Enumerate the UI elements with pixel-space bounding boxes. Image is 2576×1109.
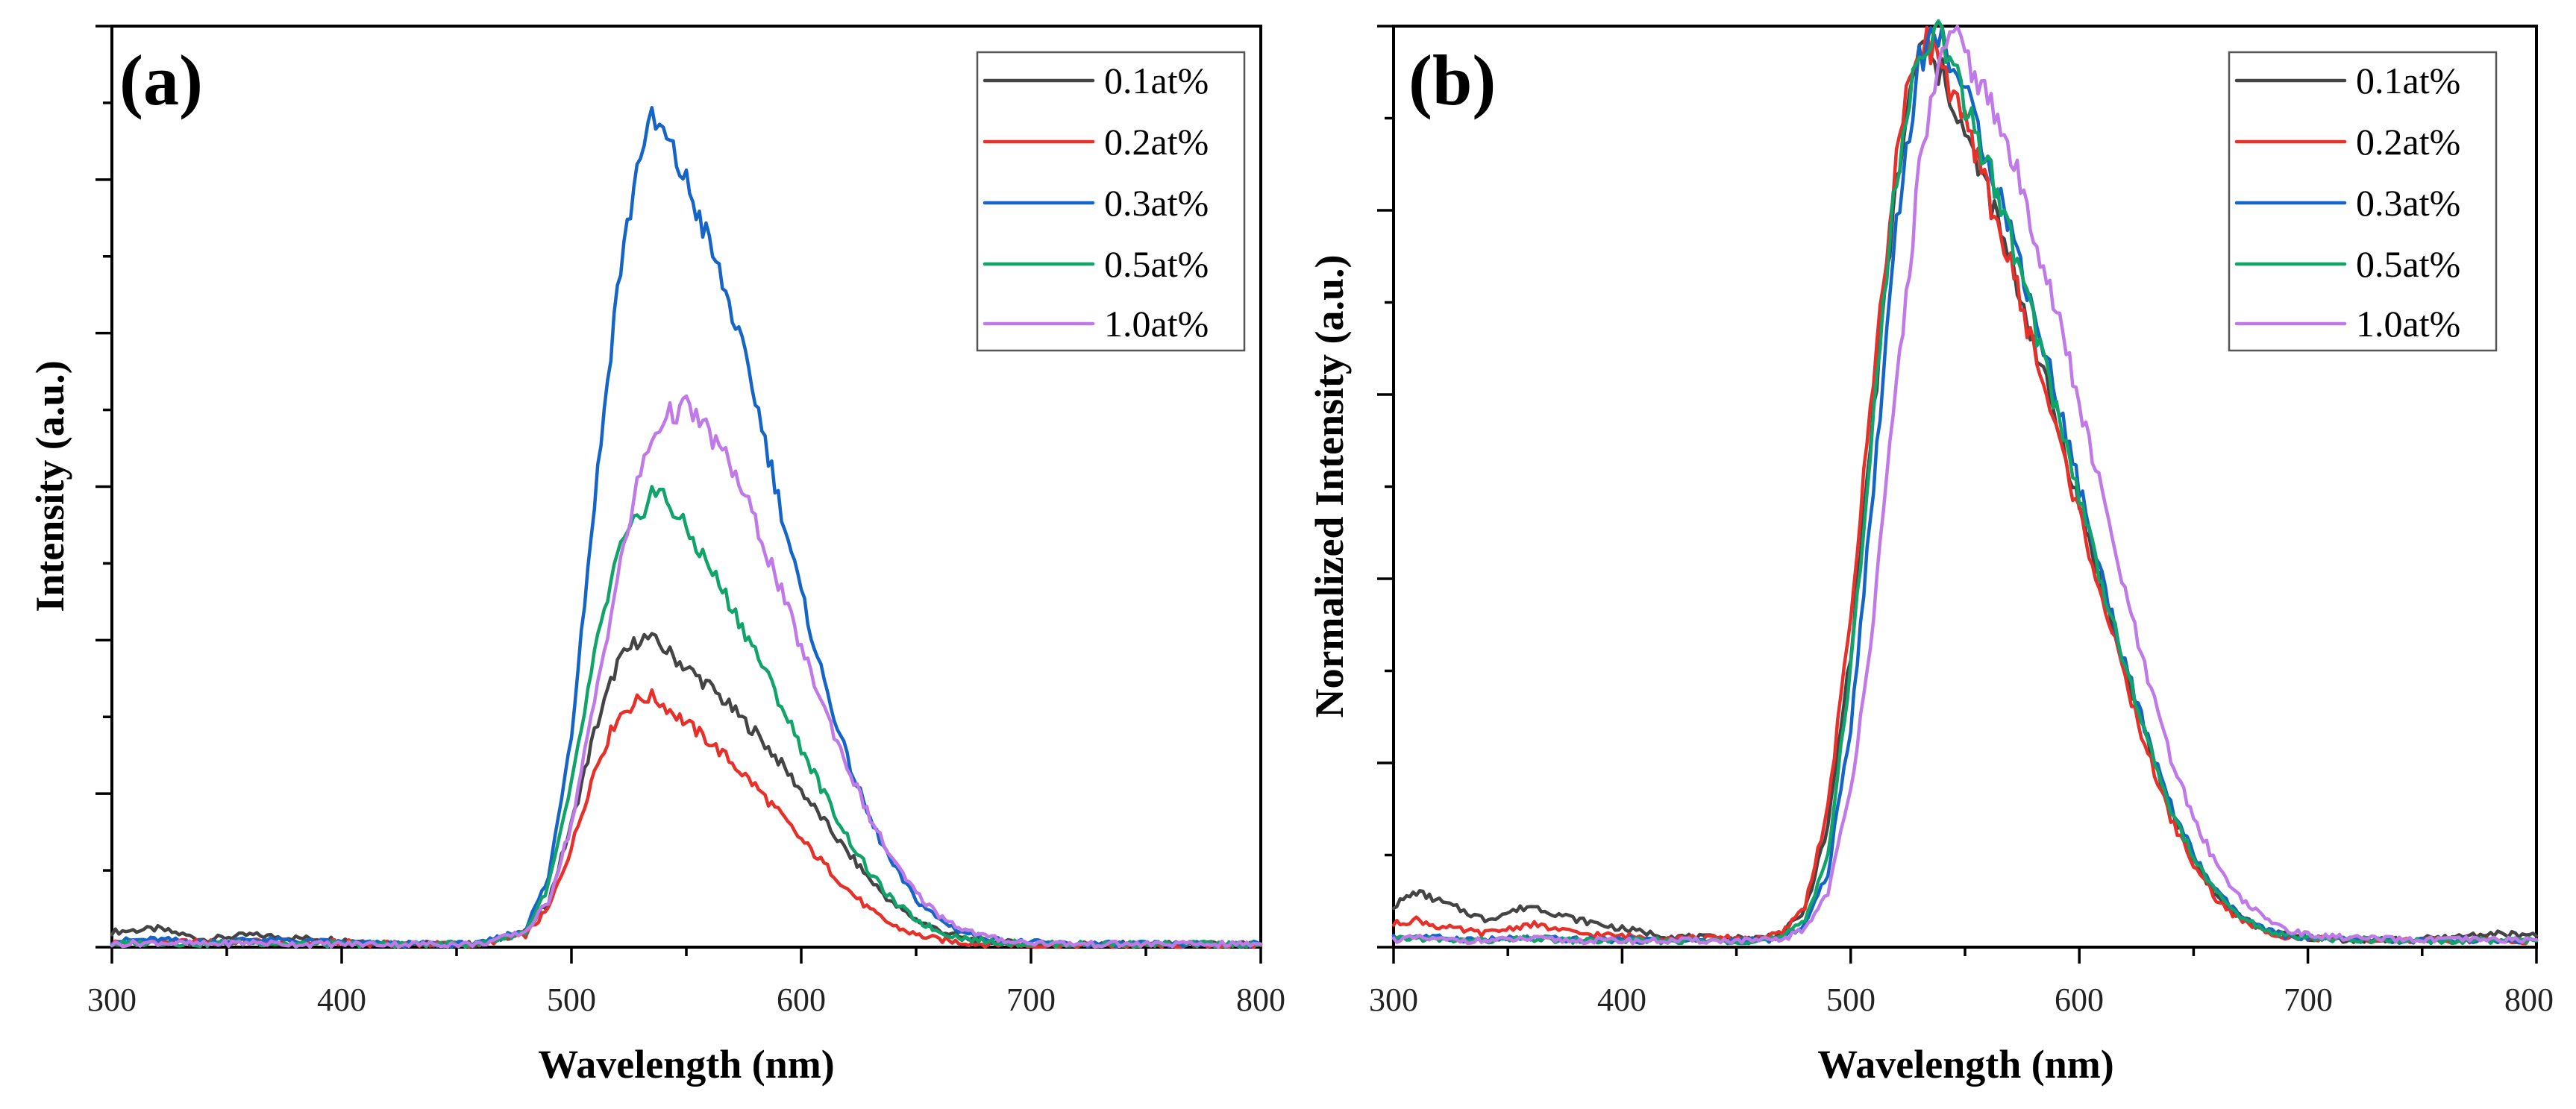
panel-b-x-axis-title: Wavelength (nm) — [1817, 1042, 2114, 1087]
legend-label: 0.5at% — [2356, 243, 2460, 285]
panel-b-ticks — [1377, 25, 2538, 964]
panel-b-label: (b) — [1408, 40, 1496, 120]
legend-label: 0.3at% — [1104, 182, 1209, 224]
legend-label: 0.3at% — [2356, 182, 2460, 224]
panel-b-xtick-label: 700 — [2284, 981, 2333, 1018]
panel-a-xtick-label: 800 — [1236, 981, 1285, 1018]
series-line-1.0at% — [1391, 25, 2539, 946]
panel-a-series — [110, 106, 1263, 949]
panel-a-xtick-label: 300 — [87, 981, 137, 1018]
legend-label: 1.0at% — [2356, 303, 2460, 345]
panel-b-series — [1391, 19, 2539, 946]
panel-b-xtick-label: 300 — [1369, 981, 1418, 1018]
panel-b-xtick-label: 500 — [1826, 981, 1875, 1018]
panel-a-x-axis-title: Wavelength (nm) — [538, 1042, 835, 1087]
panel-b-xtick-label: 400 — [1597, 981, 1646, 1018]
panel-a-y-axis-title: Intensity (a.u.) — [28, 360, 72, 612]
panel-b-xtick-label: 800 — [2504, 981, 2554, 1018]
panel-b: (b) 300 400 500 600 700 800 Wavelength (… — [1307, 19, 2554, 1087]
panel-a: (a) 300 400 500 600 700 800 Wavelength (… — [28, 25, 1285, 1087]
legend-label: 0.1at% — [1104, 60, 1209, 101]
panel-a-xtick-label: 400 — [317, 981, 366, 1018]
panel-b-legend: 0.1at% 0.2at% 0.3at% 0.5at% 1.0at% — [2228, 51, 2498, 352]
panel-a-xtick-label: 600 — [777, 981, 826, 1018]
legend-label: 1.0at% — [1104, 303, 1209, 345]
legend-label: 0.2at% — [1104, 121, 1209, 163]
panel-a-xtick-label: 500 — [547, 981, 596, 1018]
panel-a-label: (a) — [119, 40, 203, 120]
panel-a-xtick-label: 700 — [1006, 981, 1056, 1018]
legend-label: 0.1at% — [2356, 60, 2460, 101]
panel-a-legend: 0.1at% 0.2at% 0.3at% 0.5at% 1.0at% — [976, 51, 1246, 352]
panel-a-ticks — [95, 25, 1262, 964]
panel-b-xtick-label: 600 — [2055, 981, 2104, 1018]
legend-label: 0.5at% — [1104, 243, 1209, 285]
series-line-1.0at% — [110, 394, 1263, 949]
legend-label: 0.2at% — [2356, 121, 2460, 163]
panel-b-y-axis-title: Normalized Intensity (a.u.) — [1307, 255, 1352, 718]
